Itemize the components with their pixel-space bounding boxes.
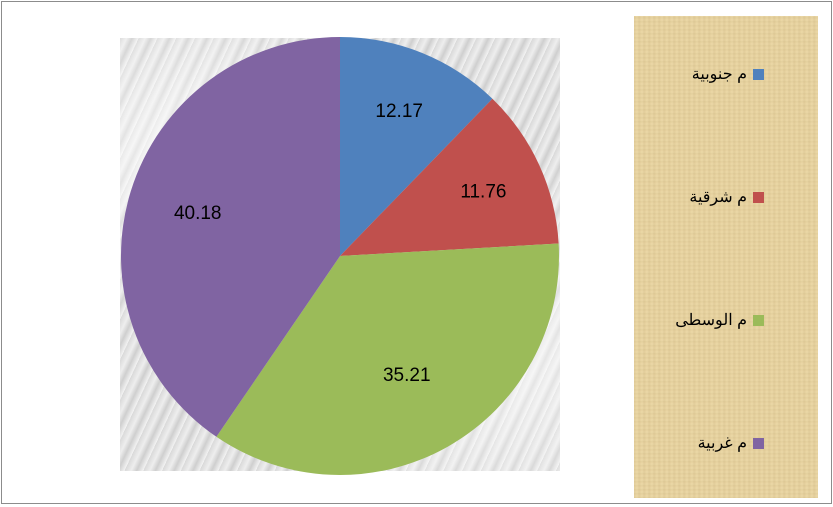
pie-slice-east bbox=[340, 98, 559, 256]
legend-item-west: م غربية bbox=[634, 433, 818, 453]
pie-chart: 12.17 11.76 35.21 40.18 bbox=[121, 37, 560, 475]
legend-label-central: م الوسطى bbox=[675, 312, 747, 329]
legend-swatch-west bbox=[753, 437, 764, 449]
data-label-central: 35.21 bbox=[383, 365, 431, 386]
legend-item-central: م الوسطى bbox=[634, 310, 818, 330]
legend-label-west: م غربية bbox=[697, 435, 747, 452]
data-label-east: 11.76 bbox=[460, 181, 506, 202]
legend-label-south: م جنوبية bbox=[691, 66, 747, 83]
legend-swatch-east bbox=[753, 191, 764, 203]
pie-slice-central bbox=[216, 243, 560, 475]
legend-item-south: م جنوبية bbox=[634, 64, 818, 84]
legend-swatch-central bbox=[753, 314, 764, 326]
data-label-west: 40.18 bbox=[174, 203, 222, 224]
pie-slice-south bbox=[340, 37, 493, 256]
data-label-south: 12.17 bbox=[375, 101, 423, 122]
legend-label-east: م شرقية bbox=[689, 189, 747, 206]
legend: م جنوبية م شرقية م الوسطى م غربية bbox=[634, 16, 818, 498]
legend-item-east: م شرقية bbox=[634, 187, 818, 207]
pie-slice-west bbox=[121, 37, 341, 437]
legend-swatch-south bbox=[753, 68, 764, 80]
